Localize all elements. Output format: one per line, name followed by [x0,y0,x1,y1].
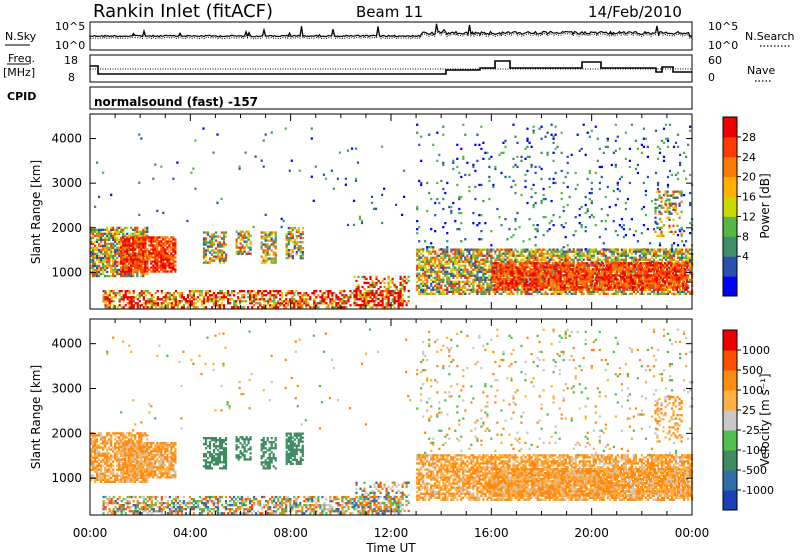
freq-label-line1: Freq. [8,52,35,65]
y-tick-label: 1000 [51,471,82,485]
site-title: Rankin Inlet (fitACF) [93,1,273,22]
x-tick-label: 04:00 [173,526,208,540]
cpid-panel [89,86,693,110]
colorbar-tick-label: 8 [742,230,749,243]
colorbar-swatch [723,136,737,158]
nave-tick-low: 0 [708,71,715,84]
freq-label-line2: [MHz] [3,66,35,79]
colorbar-swatch [723,117,737,138]
freq-tick-low: 8 [68,71,75,84]
colorbar-swatch [723,156,737,178]
y-tick-label: 1000 [51,265,82,279]
nsky-tick-low: 10^0 [55,39,85,52]
colorbar-swatch [723,410,737,431]
x-tick-label: 12:00 [374,526,409,540]
velocity-colorbar-label: Velocity [m s⁻¹] [758,373,772,466]
colorbar-swatch [723,276,737,297]
colorbar-tick-label: -1000 [742,484,774,497]
nave-label: Nave [747,64,775,77]
nsky-tick-high: 10^5 [55,20,85,33]
colorbar-tick-label: -100 [742,444,767,457]
time-axis-title: Time UT [365,541,416,554]
colorbar-tick-label: -500 [742,464,767,477]
beam-label: Beam 11 [356,3,423,21]
nave-tick-high: 60 [708,54,722,67]
colorbar-tick-label: 100 [742,384,763,397]
colorbar-swatch [723,330,737,351]
x-tick-label: 00:00 [73,526,108,540]
velocity-x-axis [89,319,693,515]
colorbar-tick-label: 12 [742,210,756,223]
y-tick-label: 2000 [51,426,82,440]
power-colorbar-ticks: 28 24 20 16 12 8 4 [737,131,756,263]
nsearch-trace [89,25,692,40]
colorbar-swatch [723,350,737,371]
colorbar-swatch [723,196,737,217]
nsearch-tick-low: 10^0 [708,39,738,52]
freq-panel [89,54,693,83]
colorbar-tick-label: -25 [742,424,760,437]
velocity-ylabel: Slant Range [km] [29,365,43,469]
colorbar-swatch [723,216,737,237]
colorbar-tick-label: 20 [742,171,756,184]
x-tick-label: 08:00 [273,526,308,540]
colorbar-tick-label: 25 [742,404,756,417]
velocity-heatmap [90,328,694,515]
velocity-y-axis: 1000 2000 3000 4000 [51,337,692,485]
power-colorbar-label: Power [dB] [758,173,772,238]
colorbar-tick-label: 500 [742,364,763,377]
colorbar-tick-label: 28 [742,131,756,144]
power-heatmap [90,123,694,309]
colorbar-swatch [723,450,737,471]
y-tick-label: 4000 [51,337,82,351]
y-tick-label: 3000 [51,382,82,396]
velocity-colorbar-ticks: 1000 500 100 25 -25 -100 -500 -1000 [737,344,774,497]
x-tick-label: 16:00 [474,526,509,540]
cpid-text: normalsound (fast) -157 [94,95,258,109]
freq-trace [90,60,692,75]
date-label: 14/Feb/2010 [588,3,682,21]
power-colorbar [723,117,737,297]
colorbar-swatch [723,490,737,511]
nsearch-tick-high: 10^5 [708,20,738,33]
y-tick-label: 2000 [51,221,82,235]
colorbar-swatch [723,470,737,491]
colorbar-swatch [723,176,737,198]
colorbar-swatch [723,430,737,451]
nsky-trace [89,23,692,38]
time-axis-labels: 00:00 04:00 08:00 12:00 16:00 20:00 00:00 [73,526,710,540]
velocity-colorbar [723,330,737,511]
y-tick-label: 4000 [51,132,82,146]
power-ylabel: Slant Range [km] [29,160,43,264]
x-tick-label: 20:00 [574,526,609,540]
colorbar-swatch [723,256,737,277]
y-tick-label: 3000 [51,176,82,190]
freq-tick-high: 18 [64,54,78,67]
colorbar-tick-label: 4 [742,250,749,263]
power-y-axis: 1000 2000 3000 4000 [51,132,692,279]
colorbar-swatch [723,390,737,411]
colorbar-tick-label: 24 [742,151,756,164]
colorbar-tick-label: 16 [742,191,756,204]
x-tick-label: 00:00 [675,526,710,540]
power-x-ticks [89,114,693,309]
nsearch-label: N.Search [745,30,795,43]
colorbar-swatch [723,370,737,391]
nsky-label: N.Sky [5,30,37,43]
nsky-panel [89,21,693,51]
cpid-label: CPID [7,90,36,103]
colorbar-swatch [723,236,737,257]
colorbar-tick-label: 1000 [742,344,770,357]
